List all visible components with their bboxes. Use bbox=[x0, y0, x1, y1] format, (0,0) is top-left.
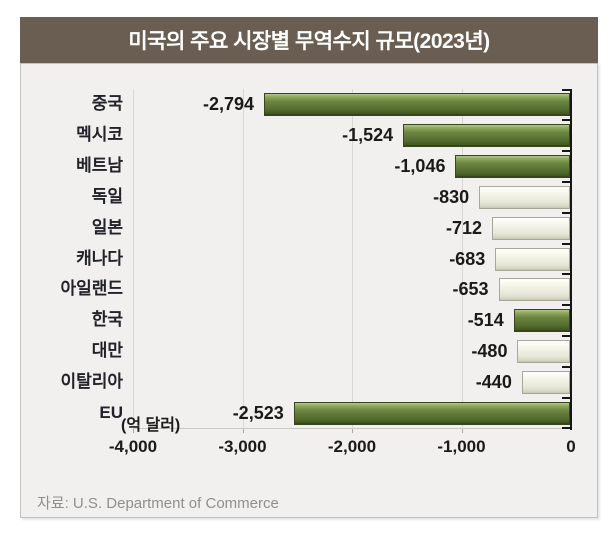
category-label: 멕시코 bbox=[76, 124, 123, 144]
zero-axis-line bbox=[570, 89, 572, 430]
value-label: -683 bbox=[449, 248, 486, 269]
bar-row: -2,523 bbox=[133, 398, 571, 429]
category-label: 베트남 bbox=[76, 155, 123, 175]
value-label: -653 bbox=[452, 279, 489, 300]
category-tick bbox=[562, 335, 570, 337]
category-label: 아일랜드 bbox=[60, 279, 123, 299]
category-tick bbox=[562, 181, 570, 183]
x-axis-tick bbox=[352, 429, 353, 433]
bar-row: -2,794 bbox=[133, 89, 571, 120]
bar-row: -480 bbox=[133, 336, 571, 367]
category-tick bbox=[562, 89, 570, 91]
category-label: 독일 bbox=[91, 186, 123, 206]
value-label: -1,046 bbox=[394, 155, 446, 176]
bar-row: -1,524 bbox=[133, 120, 571, 151]
x-axis-tick bbox=[461, 429, 463, 433]
bar bbox=[517, 340, 570, 364]
value-label: -712 bbox=[446, 217, 483, 238]
value-label: -480 bbox=[471, 341, 508, 362]
gridline bbox=[133, 89, 134, 429]
bar bbox=[498, 278, 570, 302]
bar bbox=[495, 247, 570, 271]
value-label: -830 bbox=[433, 186, 470, 207]
gridline bbox=[461, 89, 463, 429]
category-label: 한국 bbox=[91, 310, 123, 330]
x-axis-tick bbox=[242, 429, 244, 433]
x-tick-label: -1,000 bbox=[437, 437, 486, 456]
bar bbox=[521, 371, 570, 395]
bar-row: -440 bbox=[133, 367, 571, 398]
bar bbox=[403, 123, 570, 147]
x-tick-label: 0 bbox=[566, 437, 576, 456]
x-tick-label: -2,000 bbox=[327, 437, 377, 456]
chart-title: 미국의 주요 시장별 무역수지 규모(2023년) bbox=[128, 30, 490, 53]
x-axis: -4,000 -3,000 -2,000 -1,000 0 bbox=[21, 437, 599, 459]
bar bbox=[479, 185, 570, 209]
bar bbox=[492, 216, 570, 240]
value-label: -2,794 bbox=[203, 94, 255, 114]
value-label: -2,523 bbox=[232, 403, 284, 424]
value-label: -1,524 bbox=[342, 124, 394, 145]
category-label: 캐나다 bbox=[76, 248, 123, 268]
x-tick-label: -4,000 bbox=[108, 437, 158, 456]
category-label: 대만 bbox=[91, 341, 123, 361]
x-axis-tick bbox=[133, 429, 134, 433]
bar-row: -830 bbox=[133, 182, 571, 213]
category-tick bbox=[562, 243, 570, 245]
category-tick bbox=[562, 119, 570, 121]
category-tick bbox=[562, 304, 570, 306]
bar bbox=[293, 402, 570, 426]
value-label: -514 bbox=[467, 310, 504, 331]
gridline bbox=[352, 89, 353, 429]
plot-area: -2,794 -1,524 -1,046 -830 -712 -683 -653 -514 -4… bbox=[133, 89, 572, 433]
bar-row: -1,046 bbox=[133, 151, 571, 182]
category-tick bbox=[562, 397, 570, 399]
category-label: 중국 bbox=[91, 94, 123, 113]
category-tick bbox=[562, 427, 570, 429]
unit-label: (억 달러) bbox=[121, 417, 181, 434]
chart-title-bar: 미국의 주요 시장별 무역수지 규모(2023년) bbox=[20, 17, 598, 63]
category-label: EU bbox=[99, 403, 123, 423]
category-tick bbox=[562, 273, 570, 275]
bar-row: -514 bbox=[133, 305, 571, 336]
gridline bbox=[242, 89, 244, 429]
bar-row: -683 bbox=[133, 244, 571, 275]
category-tick bbox=[562, 366, 570, 368]
bar bbox=[513, 309, 570, 333]
bar bbox=[264, 93, 570, 116]
source-text: 자료: U.S. Department of Commerce bbox=[37, 495, 279, 512]
category-tick bbox=[562, 212, 570, 214]
value-label: -440 bbox=[475, 372, 512, 393]
bar bbox=[455, 154, 570, 178]
bar-row: -653 bbox=[133, 274, 571, 305]
x-tick-label: -3,000 bbox=[218, 437, 267, 456]
bar-row: -712 bbox=[133, 213, 571, 244]
category-label: 일본 bbox=[91, 217, 123, 237]
category-tick bbox=[562, 150, 570, 152]
category-label: 이탈리아 bbox=[60, 372, 123, 392]
